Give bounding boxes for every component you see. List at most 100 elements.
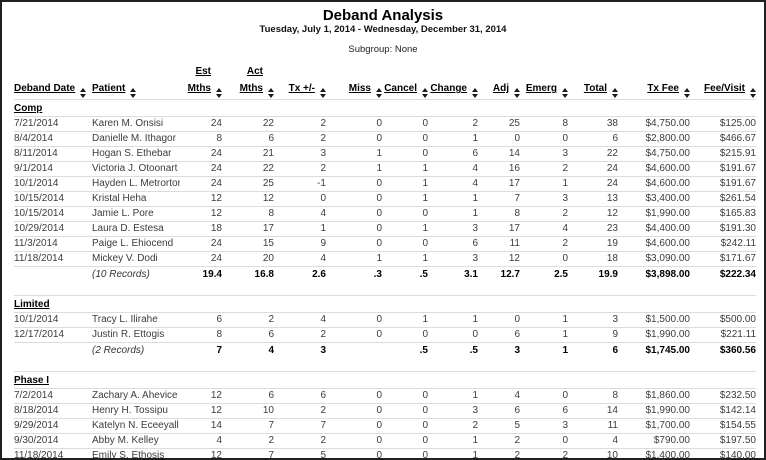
cell-change: 4 <box>428 176 478 192</box>
sort-icon[interactable] <box>130 88 137 98</box>
summary-cell-mths: 19.4 <box>180 266 222 283</box>
cell-deband-date: 7/21/2014 <box>14 116 92 132</box>
column-header-miss[interactable]: Miss <box>326 81 382 100</box>
cell-emerg: 2 <box>520 206 568 222</box>
cell-miss: 0 <box>326 116 382 132</box>
sort-icon[interactable] <box>562 88 568 98</box>
summary-cell-act: 4 <box>222 342 274 359</box>
cell-change: 1 <box>428 131 478 147</box>
cell-emerg: 1 <box>520 312 568 328</box>
cell-total: 3 <box>568 312 618 328</box>
cell-adj: 2 <box>478 433 520 449</box>
cell-adj: 0 <box>478 131 520 147</box>
column-header-deband-date[interactable]: Deband Date <box>14 81 92 100</box>
column-header-change[interactable]: Change <box>428 81 478 100</box>
cell-patient: Emily S. Ethosis <box>92 448 180 458</box>
cell-deband-date: 9/30/2014 <box>14 433 92 449</box>
column-header-mths[interactable]: Mths <box>222 81 274 100</box>
summary-cell-tx-: 3 <box>274 342 326 359</box>
sort-icon[interactable] <box>750 88 756 98</box>
column-header-fee-visit[interactable]: Fee/Visit <box>690 81 756 100</box>
report-header: Deband Analysis Tuesday, July 1, 2014 - … <box>2 2 764 56</box>
sort-icon[interactable] <box>320 88 326 98</box>
cell-mths: 8 <box>180 327 222 343</box>
report-title: Deband Analysis <box>322 7 444 24</box>
cell-mths: 12 <box>180 448 222 458</box>
cell-change: 6 <box>428 146 478 162</box>
cell-act: 6 <box>222 388 274 404</box>
cell-emerg: 0 <box>520 388 568 404</box>
cell-mths: 24 <box>180 236 222 252</box>
summary-cell-fee-visit: $222.34 <box>690 266 756 283</box>
cell-change: 4 <box>428 161 478 177</box>
cell-cancel: 1 <box>382 161 428 177</box>
sort-icon[interactable] <box>612 88 618 98</box>
column-header-tx-fee[interactable]: Tx Fee <box>618 81 690 100</box>
summary-cell-deband-date <box>14 342 92 359</box>
cell-tx-fee: $790.00 <box>618 433 690 449</box>
cell-tx-fee: $4,600.00 <box>618 236 690 252</box>
group-name: Comp <box>14 103 43 114</box>
sort-icon[interactable] <box>80 88 87 98</box>
column-header-label: Act <box>246 66 263 77</box>
cell-total: 13 <box>568 191 618 207</box>
cell-tx-fee: $4,600.00 <box>618 161 690 177</box>
cell-total: 19 <box>568 236 618 252</box>
cell-total: 9 <box>568 327 618 343</box>
column-header-cancel[interactable]: Cancel <box>382 81 428 100</box>
cell-emerg: 2 <box>520 161 568 177</box>
cell-adj: 8 <box>478 206 520 222</box>
cell-emerg: 8 <box>520 116 568 132</box>
table-body: Comp 7/21/2014 Karen M. Onsisi 24 22 2 0 0 2 25 8 3… <box>14 99 756 458</box>
cell-tx-: 4 <box>274 206 326 222</box>
cell-act: 2 <box>222 312 274 328</box>
cell-adj: 25 <box>478 116 520 132</box>
group-summary-row: (10 Records) 19.4 16.8 2.6.3.5 3.1 12.7 2.5 19.… <box>14 266 756 283</box>
summary-cell-miss <box>326 342 382 359</box>
column-header-adj[interactable]: Adj <box>478 81 520 100</box>
cell-deband-date: 10/29/2014 <box>14 221 92 237</box>
cell-tx-: 9 <box>274 236 326 252</box>
table-row: 10/29/2014 Laura D. Estesa 18 17 1 0 1 3 17 4 23 $4… <box>14 221 756 237</box>
cell-cancel: 1 <box>382 191 428 207</box>
cell-act: 7 <box>222 418 274 434</box>
cell-miss: 0 <box>326 327 382 343</box>
cell-patient: Zachary A. Ahevice <box>92 388 180 404</box>
column-header-tx-[interactable]: Tx +/- <box>274 81 326 100</box>
column-header-emerg[interactable]: Emerg <box>520 81 568 100</box>
cell-adj: 17 <box>478 221 520 237</box>
cell-adj: 16 <box>478 161 520 177</box>
sort-icon[interactable] <box>376 88 382 98</box>
cell-adj: 4 <box>478 388 520 404</box>
cell-adj: 6 <box>478 403 520 419</box>
cell-adj: 7 <box>478 191 520 207</box>
table-row: 10/1/2014 Tracy L. Ilirahe 6 2 4 0 1 1 0 1 3 $1,500… <box>14 312 756 328</box>
sort-icon[interactable] <box>216 88 222 98</box>
cell-mths: 18 <box>180 221 222 237</box>
sort-icon[interactable] <box>268 88 274 98</box>
cell-cancel: 0 <box>382 146 428 162</box>
cell-miss: 0 <box>326 403 382 419</box>
cell-tx-fee: $1,990.00 <box>618 327 690 343</box>
sort-icon[interactable] <box>684 88 690 98</box>
sort-icon[interactable] <box>422 88 428 98</box>
column-header-mths[interactable]: Mths <box>180 81 222 100</box>
summary-cell-change: .5 <box>428 342 478 359</box>
group-header-row: Comp <box>14 99 756 117</box>
cell-adj: 5 <box>478 418 520 434</box>
sort-icon[interactable] <box>514 88 520 98</box>
cell-fee-visit: $191.30 <box>690 221 756 237</box>
cell-patient: Kristal Heha <box>92 191 180 207</box>
column-header-total[interactable]: Total <box>568 81 618 100</box>
cell-total: 24 <box>568 161 618 177</box>
cell-cancel: 0 <box>382 131 428 147</box>
cell-miss: 0 <box>326 448 382 458</box>
sort-icon[interactable] <box>472 88 478 98</box>
report-date-range: Tuesday, July 1, 2014 - Wednesday, Decem… <box>259 24 507 35</box>
cell-deband-date: 7/2/2014 <box>14 388 92 404</box>
cell-cancel: 1 <box>382 251 428 267</box>
cell-mths: 24 <box>180 116 222 132</box>
cell-total: 12 <box>568 206 618 222</box>
column-header-patient[interactable]: Patient <box>92 81 180 100</box>
table-row: 12/17/2014 Justin R. Ettogis 8 6 2 0 0 0 6 1 9 $1,9… <box>14 327 756 343</box>
